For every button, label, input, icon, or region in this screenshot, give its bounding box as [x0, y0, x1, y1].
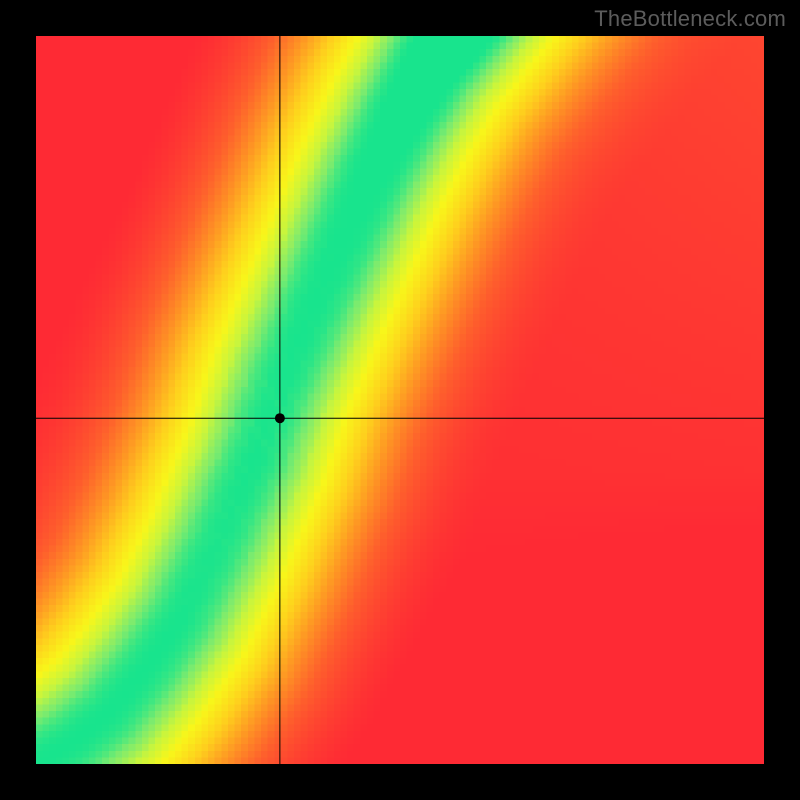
heatmap-canvas — [36, 36, 764, 764]
chart-container: TheBottleneck.com — [0, 0, 800, 800]
plot-area — [36, 36, 764, 764]
watermark-text: TheBottleneck.com — [594, 6, 786, 32]
